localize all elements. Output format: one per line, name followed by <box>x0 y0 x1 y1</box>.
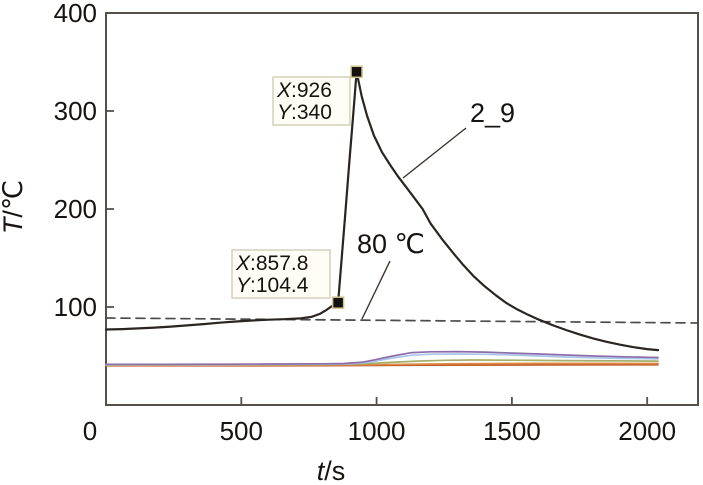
datatip-shoulder[interactable]: X:857.8 Y:104.4 <box>231 249 345 309</box>
datatip-text: X:857.8 Y:104.4 <box>235 252 309 297</box>
y-tick-label: 300 <box>54 96 97 126</box>
datatip-box[interactable] <box>231 249 331 299</box>
x-tick-label: 2000 <box>618 416 676 446</box>
series-line-aux-purple <box>105 350 659 366</box>
x-tick-label: 0 <box>83 416 97 446</box>
y-tick-label: 100 <box>54 292 97 322</box>
series-line-2_9 <box>104 70 660 352</box>
x-tick-label: 1500 <box>483 416 541 446</box>
datatip-text: X:926 Y:340 <box>276 79 332 124</box>
y-axis-title: T/℃ <box>0 180 28 234</box>
data-point-marker[interactable] <box>350 65 363 79</box>
y-tick-label: 400 <box>54 0 97 28</box>
datatip-box[interactable] <box>272 76 351 126</box>
datatip-peak[interactable]: X:926 Y:340 <box>272 65 363 126</box>
series-label-leader-line <box>402 127 467 179</box>
series-line-80C-reference <box>105 317 699 324</box>
y-tick-label: 200 <box>54 194 97 224</box>
data-point-marker[interactable] <box>331 296 345 309</box>
plot-frame <box>105 12 699 406</box>
threshold-label: 80 ℃ <box>357 229 425 259</box>
x-tick-label: 1000 <box>348 416 406 446</box>
x-tick-label: 500 <box>220 416 263 446</box>
threshold-label-leader-line <box>361 260 391 320</box>
series-label: 2_9 <box>470 98 515 128</box>
x-axis-title: t/s <box>317 456 346 485</box>
